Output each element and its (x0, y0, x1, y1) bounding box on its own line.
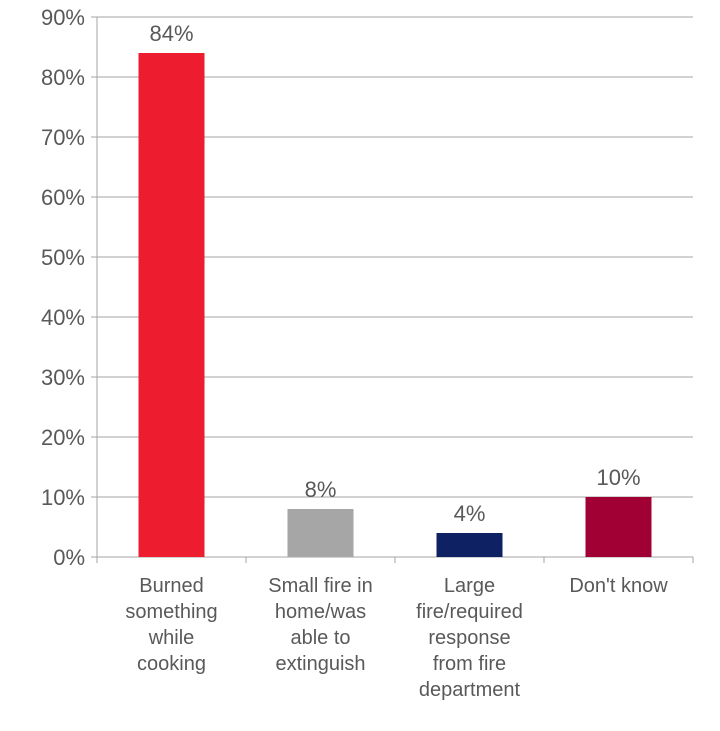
x-category-label: Large fire/required response from fire depar… (416, 575, 523, 701)
x-category-label-line: fire/required (416, 601, 523, 623)
x-category-label-line: able to (290, 627, 350, 649)
bar (436, 533, 503, 557)
y-tick-label: 0% (53, 545, 85, 570)
x-category-label: Small fire in home/was able to extinguish (268, 575, 372, 675)
data-labels: 84% 8% 4% 10% (149, 21, 640, 526)
x-category-label-line: Burned (139, 575, 204, 597)
y-tick-label: 40% (41, 305, 85, 330)
bar (287, 509, 354, 557)
x-category-label-line: home/was (275, 601, 366, 623)
data-label: 4% (454, 501, 486, 526)
y-tick-label: 30% (41, 365, 85, 390)
x-category-label-line: department (419, 679, 521, 701)
x-category-label: Don't know (569, 575, 668, 597)
bar (585, 497, 652, 557)
bars (138, 53, 652, 557)
bar (138, 53, 205, 557)
data-label: 8% (305, 477, 337, 502)
x-category-label: Burned something while cooking (125, 575, 217, 675)
x-category-label-line: response (428, 627, 510, 649)
x-category-labels: Burned something while cooking Small fire in… (125, 575, 668, 701)
y-tick-label: 80% (41, 65, 85, 90)
x-category-label-line: cooking (137, 653, 206, 675)
x-category-label-line: Large (444, 575, 495, 597)
y-tick-label: 50% (41, 245, 85, 270)
y-tick-label: 60% (41, 185, 85, 210)
y-tick-label: 70% (41, 125, 85, 150)
data-label: 84% (149, 21, 193, 46)
x-category-label-line: something (125, 601, 217, 623)
data-label: 10% (596, 465, 640, 490)
x-category-label-line: extinguish (275, 653, 365, 675)
y-tick-label: 20% (41, 425, 85, 450)
x-category-label-line: while (148, 627, 195, 649)
y-tick-label: 90% (41, 5, 85, 30)
x-category-label-line: Small fire in (268, 575, 372, 597)
x-category-label-line: Don't know (569, 575, 668, 597)
x-category-label-line: from fire (433, 653, 506, 675)
y-tick-labels: 0% 10% 20% 30% 40% 50% 60% 70% 80% 90% (41, 5, 85, 570)
y-tick-label: 10% (41, 485, 85, 510)
